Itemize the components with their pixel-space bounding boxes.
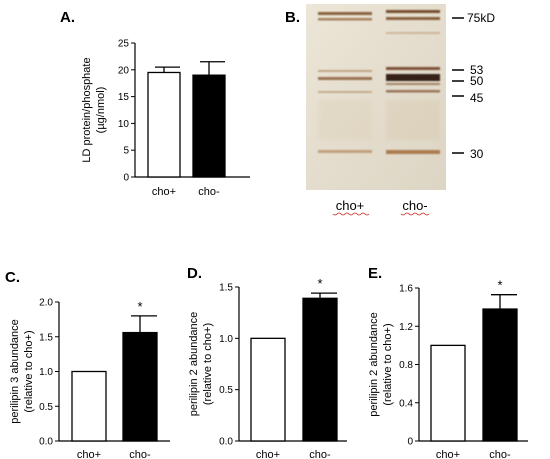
chart-a-ytick-label-5: 25 xyxy=(118,39,130,50)
chart-d-ytick-label-1: 0.5 xyxy=(219,385,233,396)
panel-letter-b: B. xyxy=(285,9,300,26)
marker-label-30: 30 xyxy=(470,147,484,161)
chart-e: 0 0.4 0.8 1.2 1.6 perilipin 2 abundance (relat… xyxy=(368,278,528,459)
chart-a-ytick-label-4: 20 xyxy=(118,65,130,76)
chart-d-category-label-0: cho+ xyxy=(256,449,280,459)
chart-e-ytick-label-4: 1.6 xyxy=(399,284,413,295)
gel-background xyxy=(306,4,446,190)
chart-e-category-label-1: cho- xyxy=(489,449,511,459)
panel-letter-e: E. xyxy=(368,265,382,282)
chart-c-category-label-0: cho+ xyxy=(77,449,101,459)
chart-a-ytick-label-2: 10 xyxy=(118,119,130,130)
chart-c-bar-0 xyxy=(71,370,107,442)
chart-d: 0.0 0.5 1.0 1.5 perilipin 2 abundance (relati… xyxy=(188,276,347,459)
marker-label-75: 75kD xyxy=(467,11,495,25)
gel-lane-2-bands xyxy=(386,10,440,154)
chart-c-ytick-label-0: 0.0 xyxy=(39,437,53,448)
chart-d-significance-1: * xyxy=(317,276,322,291)
chart-d-category-label-1: cho- xyxy=(309,449,331,459)
chart-c: 0.0 0.5 1.0 1.5 2.0 perilipin 3 abundance (rel… xyxy=(9,298,170,459)
gel-lane-1-bands xyxy=(318,12,372,153)
panel-letter-a: A. xyxy=(60,9,75,26)
chart-d-ytick-label-2: 1.0 xyxy=(219,334,233,345)
chart-c-ylabel-line-0: perilipin 3 abundance xyxy=(9,319,21,424)
chart-e-ytick-label-0: 0 xyxy=(407,437,413,448)
chart-a-ylabel-line-0: LD protein/phosphate xyxy=(81,57,93,162)
marker-label-50: 50 xyxy=(470,74,484,88)
chart-a: 0 5 10 15 20 25 LD protein/phosphate (µg/nmol) c… xyxy=(81,39,250,198)
chart-a-bar-1 xyxy=(192,74,226,178)
chart-e-ytick-label-2: 0.8 xyxy=(399,360,413,371)
chart-e-ytick-label-1: 0.4 xyxy=(399,398,413,409)
chart-d-ytick-label-0: 0.0 xyxy=(219,437,233,448)
chart-a-category-label-0: cho+ xyxy=(152,186,176,198)
chart-e-ylabel-line-1: (relative to cho+) xyxy=(382,323,394,405)
chart-c-ytick-label-3: 1.5 xyxy=(39,332,53,343)
chart-a-ytick-label-1: 5 xyxy=(123,146,129,157)
marker-label-45: 45 xyxy=(470,91,484,105)
chart-c-significance-1: * xyxy=(137,299,142,314)
chart-c-ytick-label-2: 1.0 xyxy=(39,367,53,378)
chart-d-bar-0 xyxy=(250,337,286,442)
chart-c-category-label-1: cho- xyxy=(129,449,151,459)
chart-e-ylabel-line-0: perilipin 2 abundance xyxy=(368,312,380,417)
chart-d-ylabel-line-0: perilipin 2 abundance xyxy=(188,312,200,417)
chart-c-ytick-label-1: 0.5 xyxy=(39,402,53,413)
chart-c-ytick-label-4: 2.0 xyxy=(39,298,53,309)
chart-d-bar-1 xyxy=(302,297,338,442)
chart-e-significance-1: * xyxy=(497,278,502,293)
chart-c-ylabel-line-1: (relative to cho+) xyxy=(23,330,35,412)
chart-c-bar-1 xyxy=(122,331,158,442)
chart-a-ytick-label-0: 0 xyxy=(123,173,129,184)
chart-d-ytick-label-3: 1.5 xyxy=(219,283,233,294)
chart-a-bar-0 xyxy=(147,71,181,178)
gel-lane-label-2: cho- xyxy=(402,198,427,213)
chart-e-category-label-0: cho+ xyxy=(436,449,460,459)
chart-e-bar-0 xyxy=(430,344,466,442)
gel-haze xyxy=(318,100,440,140)
gel-lane-label-2-underline xyxy=(400,212,430,216)
chart-a-ytick-label-3: 15 xyxy=(118,92,130,103)
chart-e-ytick-label-3: 1.2 xyxy=(399,322,413,333)
panel-letter-c: C. xyxy=(5,269,20,286)
gel-image xyxy=(306,4,446,190)
chart-a-ylabel-line-1: (µg/nmol) xyxy=(95,87,107,134)
panel-letter-d: D. xyxy=(187,265,202,282)
gel-lane-label-1-underline xyxy=(332,212,370,216)
marker-label-53: 53 xyxy=(470,63,484,77)
chart-e-bar-1 xyxy=(482,308,518,442)
chart-a-category-label-1: cho- xyxy=(198,186,220,198)
chart-d-ylabel-line-1: (relative to cho+) xyxy=(202,323,214,405)
gel-lane-label-1: cho+ xyxy=(336,198,365,213)
gel-markers: 75kD 53 50 45 30 xyxy=(452,11,495,161)
